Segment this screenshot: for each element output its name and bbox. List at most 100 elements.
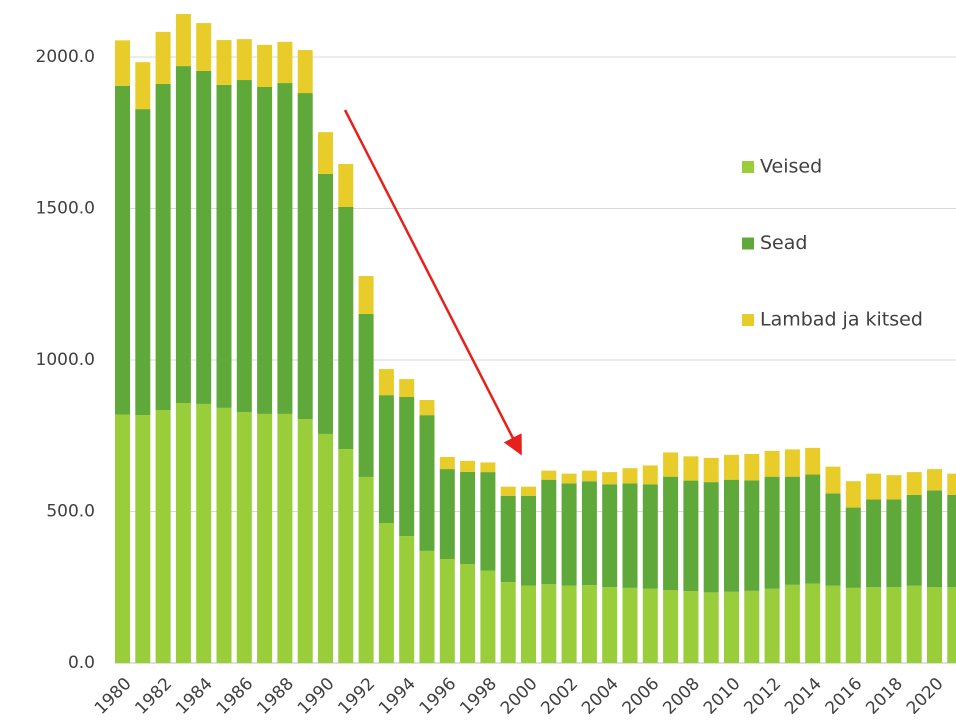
bar-segment — [358, 313, 374, 477]
bar-segment — [784, 584, 800, 663]
bar-segment — [216, 407, 232, 663]
bar-segment — [318, 173, 333, 434]
bar-segment — [521, 585, 536, 663]
bar-segment — [602, 587, 618, 663]
bar-segment — [703, 592, 719, 663]
bar-segment — [906, 472, 922, 495]
x-tick-label: 2006 — [619, 674, 664, 719]
bar-segment — [257, 413, 273, 663]
x-tick-label: 1994 — [375, 674, 420, 719]
x-tick-label: 1984 — [172, 674, 217, 719]
bar-segment — [744, 453, 760, 481]
bar-segment — [866, 587, 882, 663]
bar-segment — [663, 476, 679, 591]
x-tick-label: 2010 — [700, 674, 745, 719]
x-tick-label: 1988 — [253, 674, 298, 719]
bar-segment — [845, 507, 861, 588]
bar-segment — [297, 419, 313, 663]
x-tick-label: 2004 — [578, 674, 623, 719]
bar-segment — [318, 132, 333, 174]
legend-swatch — [742, 237, 754, 250]
legend-label: Sead — [760, 232, 807, 254]
bar-segment — [216, 40, 232, 85]
bar-segment — [419, 399, 435, 416]
bar-segment — [622, 468, 638, 484]
bar-segment — [561, 473, 577, 484]
bar-segment — [216, 84, 232, 408]
bar-segment — [399, 396, 415, 537]
bar-segment — [318, 433, 333, 663]
x-tick-label: 1996 — [416, 674, 461, 719]
bar-segment — [581, 470, 597, 482]
bar-segment — [744, 590, 760, 663]
bar-segment — [135, 415, 151, 663]
bar-segment — [115, 414, 130, 663]
bar-segment — [663, 590, 679, 663]
bar-segment — [277, 83, 293, 414]
bar-segment — [561, 585, 577, 663]
bar-segment — [927, 587, 942, 663]
y-tick-label: 500.0 — [46, 502, 95, 522]
bar-segment — [581, 585, 597, 663]
bar-segment — [622, 587, 638, 663]
bar-segment — [115, 40, 130, 86]
bar-segment — [236, 80, 252, 413]
bar-segment — [622, 483, 638, 588]
x-tick-label: 1998 — [456, 674, 501, 719]
bar-segment — [561, 483, 577, 586]
bar-segment — [663, 452, 679, 477]
bar-segment — [196, 70, 212, 404]
bar-segment — [500, 486, 516, 496]
bar-segment — [764, 450, 780, 477]
bar-segment — [927, 469, 942, 491]
bar-segment — [480, 462, 496, 473]
bar-segment — [236, 412, 252, 663]
bar-segment — [805, 474, 821, 584]
x-tick-label: 2008 — [659, 674, 704, 719]
bar-segment — [521, 486, 536, 496]
bar-segment — [155, 409, 171, 663]
bar-segment — [642, 588, 658, 663]
bar-segment — [724, 479, 739, 592]
bar-segment — [724, 591, 739, 663]
x-tick-label: 2018 — [862, 674, 907, 719]
bar-segment — [602, 484, 618, 588]
bar-segment — [115, 85, 130, 415]
bar-segment — [683, 480, 699, 592]
bar-segment — [541, 479, 557, 585]
bar-segment — [764, 588, 780, 663]
y-tick-label: 2000.0 — [36, 47, 95, 67]
bar-segment — [419, 550, 435, 663]
bar-segment — [541, 470, 557, 480]
bar-segment — [399, 536, 415, 663]
bar-segment — [703, 457, 719, 483]
bar-segment — [135, 62, 151, 110]
x-tick-label: 1992 — [334, 674, 379, 719]
bar-segment — [845, 481, 861, 508]
bar-segment — [175, 13, 191, 67]
bar-segment — [500, 582, 516, 663]
legend-swatch — [742, 314, 754, 326]
bar-segment — [236, 39, 252, 81]
x-tick-label: 2020 — [903, 674, 948, 719]
bar-segment — [358, 276, 374, 314]
bar-segment — [642, 484, 658, 589]
bar-segment — [480, 570, 496, 663]
bar-segment — [541, 584, 557, 663]
bar-segment — [338, 206, 354, 450]
bar-segment — [378, 369, 394, 396]
x-tick-label: 1986 — [213, 674, 258, 719]
bar-segment — [866, 499, 882, 588]
bar-segment — [135, 109, 151, 416]
y-tick-label: 0.0 — [68, 653, 95, 673]
bar-segment — [927, 490, 942, 588]
bar-segment — [338, 449, 354, 663]
bar-segment — [460, 460, 476, 472]
bar-segment — [805, 447, 821, 475]
bar-segment — [257, 86, 273, 414]
bar-segment — [277, 41, 293, 84]
bar-segment — [257, 44, 273, 87]
bar-segment — [642, 465, 658, 485]
bar-segment — [886, 587, 902, 663]
x-tick-label: 1982 — [131, 674, 176, 719]
